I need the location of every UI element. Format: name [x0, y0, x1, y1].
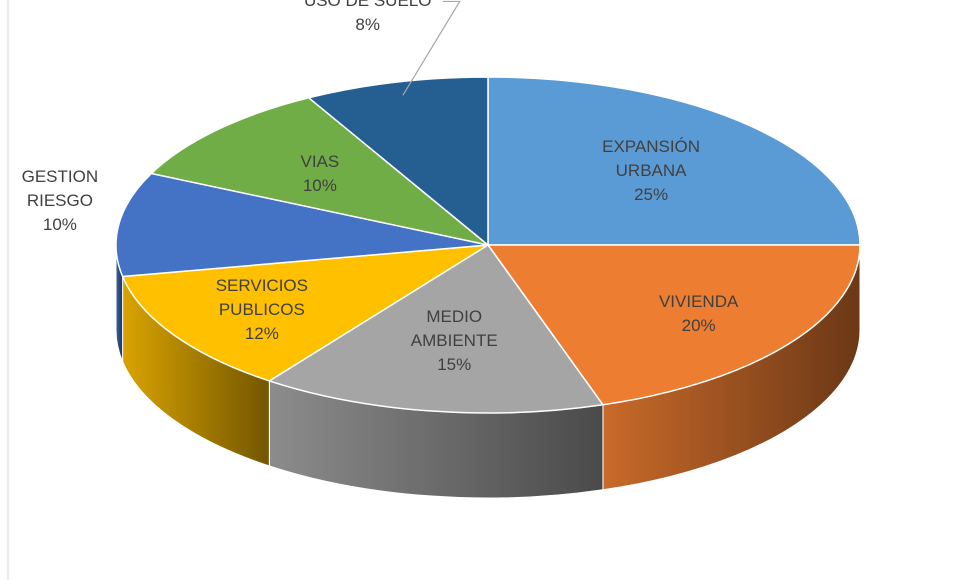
slice: [115, 172, 489, 278]
slice: [487, 76, 861, 246]
data-label: EXPANSIÓN URBANA 25%: [581, 135, 721, 207]
slice: [486, 244, 861, 406]
slice: [121, 244, 489, 382]
value-label: 10%: [42, 214, 77, 234]
data-label: USO DE SUELO 8%: [283, 0, 453, 37]
slice: [267, 243, 605, 414]
category-label: VIVIENDA: [658, 292, 739, 312]
data-label: GESTION RIESGO 10%: [15, 165, 105, 237]
category-label: VIAS: [300, 151, 340, 171]
value-label: 25%: [634, 185, 669, 205]
slice: [307, 76, 489, 247]
slice: [149, 96, 489, 246]
data-label: VIAS 10%: [280, 150, 360, 198]
value-label: 20%: [681, 316, 716, 336]
category-label: USO DE SUELO: [303, 0, 432, 11]
leader-line: [402, 0, 461, 96]
category-label: SERVICIOS PUBLICOS: [215, 275, 308, 319]
value-label: 8%: [355, 15, 380, 35]
data-label: VIVIENDA 20%: [639, 290, 759, 338]
value-label: 10%: [302, 175, 337, 195]
category-label: MEDIO AMBIENTE: [410, 307, 498, 351]
data-label: SERVICIOS PUBLICOS 12%: [197, 274, 327, 346]
data-label: MEDIO AMBIENTE 15%: [399, 305, 509, 377]
value-label: 15%: [437, 355, 472, 375]
value-label: 12%: [244, 323, 279, 343]
chart-border: [7, 0, 9, 580]
category-label: GESTION RIESGO: [21, 166, 99, 210]
category-label: EXPANSIÓN URBANA: [602, 137, 701, 181]
